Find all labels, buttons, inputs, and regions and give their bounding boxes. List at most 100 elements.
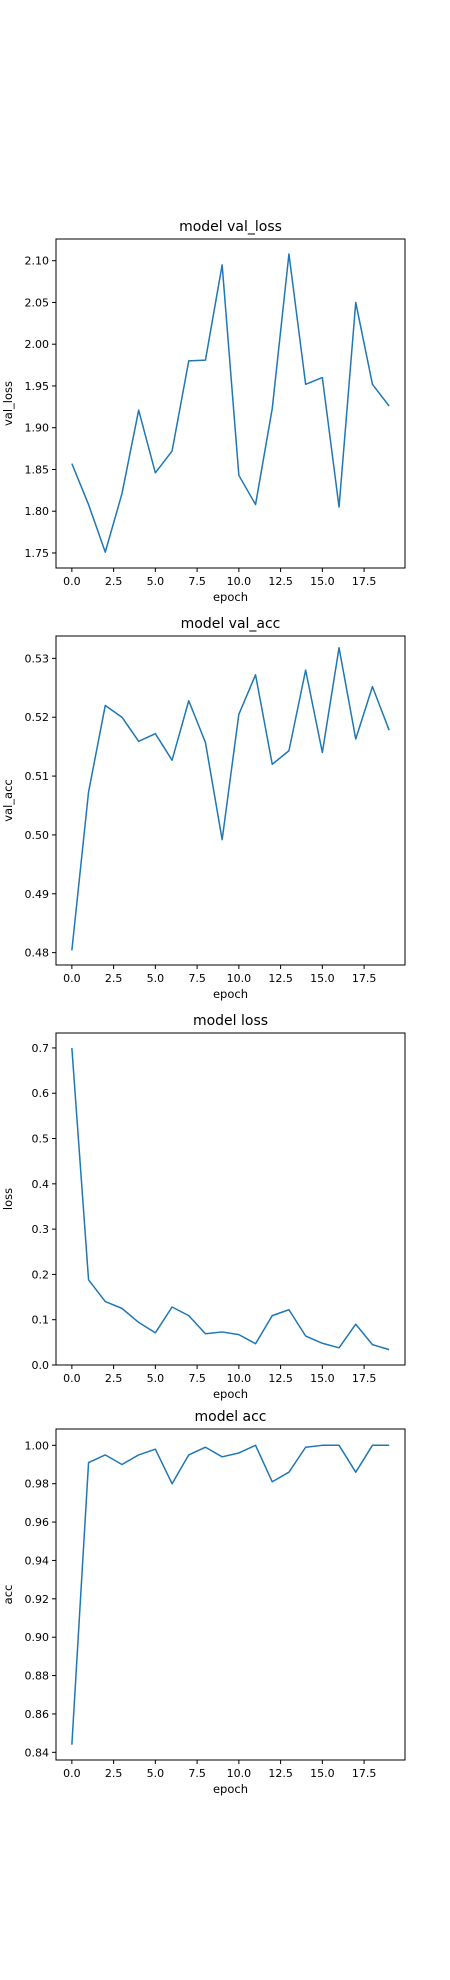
data-point — [305, 1446, 307, 1448]
x-tick-label: 7.5 — [188, 1767, 206, 1780]
y-tick-label: 2.10 — [25, 255, 50, 268]
data-point — [221, 1456, 223, 1458]
data-point — [338, 1444, 340, 1446]
y-tick-label: 0.52 — [25, 711, 50, 724]
data-point — [104, 551, 106, 553]
x-tick-label: 12.5 — [268, 1372, 293, 1385]
data-point — [355, 1471, 357, 1473]
series-line — [71, 647, 390, 951]
data-point — [238, 713, 240, 715]
data-point — [321, 377, 323, 379]
x-tick-label: 0.0 — [63, 1767, 81, 1780]
y-tick-label: 0.84 — [25, 1746, 50, 1759]
x-tick-label: 5.0 — [147, 1372, 165, 1385]
data-point — [138, 1321, 140, 1323]
y-tick-label: 0.50 — [25, 829, 50, 842]
data-point — [255, 504, 257, 506]
data-point — [104, 704, 106, 706]
data-point — [71, 949, 73, 951]
x-tick-label: 5.0 — [147, 972, 165, 985]
data-point — [121, 1464, 123, 1466]
data-point — [88, 504, 90, 506]
chart-panel-4: model acc 0.0 2.5 5.0 7.5 10.0 12.5 15.0 17.5 0.8… — [1, 1409, 406, 1796]
data-point — [305, 669, 307, 671]
x-tick-label: 17.5 — [352, 1767, 377, 1780]
data-point — [154, 733, 156, 735]
data-point — [288, 1471, 290, 1473]
data-point — [338, 647, 340, 649]
data-point — [271, 1315, 273, 1317]
data-point — [138, 409, 140, 411]
data-point — [121, 493, 123, 495]
data-point — [171, 450, 173, 452]
y-tick-label: 1.85 — [25, 463, 50, 476]
data-point — [371, 383, 373, 385]
chart-panel-2: model val_acc 0.0 2.5 5.0 7.5 10.0 12.5 15.0 17.… — [1, 616, 406, 1001]
data-point — [154, 472, 156, 474]
chart-panel-3: model loss 0.0 2.5 5.0 7.5 10.0 12.5 15.0 17.5 0.… — [1, 1013, 406, 1401]
y-tick-label: 0.96 — [25, 1516, 50, 1529]
x-tick-label: 17.5 — [352, 575, 377, 588]
axes-frame — [55, 635, 406, 966]
data-point — [355, 1323, 357, 1325]
x-tick-label: 2.5 — [105, 1372, 123, 1385]
y-tick-label: 0.5 — [32, 1133, 50, 1146]
data-point — [355, 301, 357, 303]
data-point — [388, 1444, 390, 1446]
data-point — [388, 405, 390, 407]
data-point — [255, 674, 257, 676]
y-tick-label: 0.98 — [25, 1478, 50, 1491]
data-point — [171, 759, 173, 761]
x-tick-label: 10.0 — [227, 972, 252, 985]
data-point — [71, 463, 73, 465]
data-point — [338, 506, 340, 508]
data-point — [221, 839, 223, 841]
data-point — [188, 1315, 190, 1317]
x-tick-label: 7.5 — [188, 972, 206, 985]
series-line — [71, 253, 390, 553]
x-tick-label: 5.0 — [147, 1767, 165, 1780]
y-tick-label: 0.53 — [25, 652, 50, 665]
data-point — [88, 1462, 90, 1464]
data-point — [204, 359, 206, 361]
y-tick-label: 0.51 — [25, 770, 50, 783]
data-point — [321, 1342, 323, 1344]
x-tick-label: 15.0 — [310, 1767, 335, 1780]
y-tick-label: 0.86 — [25, 1708, 50, 1721]
y-axis-label: acc — [1, 1585, 15, 1605]
data-point — [271, 408, 273, 410]
data-point — [121, 716, 123, 718]
data-point — [238, 1334, 240, 1336]
y-tick-label: 0.2 — [32, 1268, 50, 1281]
data-point — [138, 1454, 140, 1456]
y-tick-label: 0.49 — [25, 888, 50, 901]
x-tick-label: 15.0 — [310, 575, 335, 588]
data-point — [71, 1744, 73, 1746]
data-point — [238, 1452, 240, 1454]
data-point — [204, 742, 206, 744]
y-tick-label: 1.95 — [25, 380, 50, 393]
y-tick-label: 0.3 — [32, 1223, 50, 1236]
data-point — [271, 1481, 273, 1483]
y-tick-label: 2.00 — [25, 338, 50, 351]
x-tick-label: 0.0 — [63, 1372, 81, 1385]
data-point — [104, 1454, 106, 1456]
x-tick-label: 2.5 — [105, 972, 123, 985]
data-point — [288, 750, 290, 752]
x-tick-label: 10.0 — [227, 575, 252, 588]
data-point — [305, 1335, 307, 1337]
x-tick-label: 12.5 — [268, 1767, 293, 1780]
data-point — [238, 474, 240, 476]
data-point — [154, 1332, 156, 1334]
data-point — [305, 383, 307, 385]
data-point — [188, 700, 190, 702]
data-point — [188, 360, 190, 362]
panels: model val_loss 0.0 2.5 5.0 7.5 10.0 12.5 15.0 17… — [1, 219, 406, 1796]
data-point — [104, 1301, 106, 1303]
data-point — [121, 1307, 123, 1309]
x-axis-label: epoch — [213, 1387, 248, 1401]
data-point — [88, 791, 90, 793]
x-tick-label: 2.5 — [105, 1767, 123, 1780]
y-tick-label: 0.0 — [32, 1359, 50, 1372]
